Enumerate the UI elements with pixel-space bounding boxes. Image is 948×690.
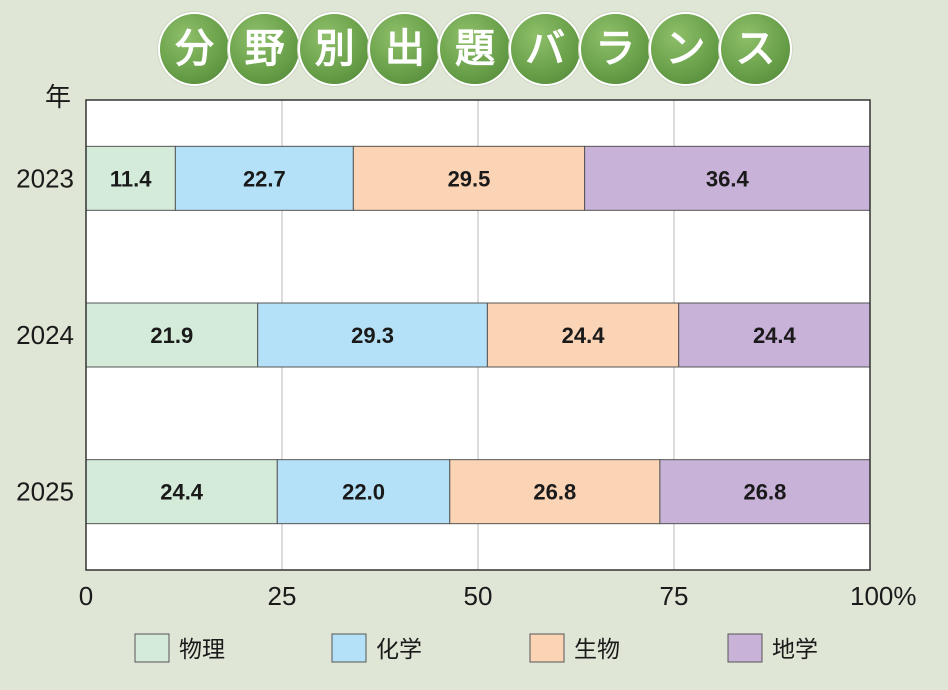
y-tick-label: 2024 <box>16 320 74 350</box>
legend-label: 化学 <box>376 637 422 663</box>
title-char-5: バ <box>510 14 580 84</box>
bar-segment <box>85 145 176 211</box>
legend-label: 生物 <box>574 637 620 663</box>
title-char-4: 題 <box>440 14 510 84</box>
bar-segment <box>276 459 451 525</box>
bar-segment <box>659 459 871 525</box>
bar-segment <box>449 459 661 525</box>
legend-swatch <box>529 633 565 663</box>
data-label: 26.8 <box>533 480 576 505</box>
title-char-7: ン <box>650 14 720 84</box>
chart-title: 分野別出題バランス <box>160 14 790 84</box>
title-char-1: 野 <box>230 14 300 84</box>
plot-border <box>85 99 871 571</box>
x-tick-label: 75 <box>660 581 689 611</box>
title-char-6: ラ <box>580 14 650 84</box>
data-label: 24.4 <box>160 480 204 505</box>
x-tick-label: 0 <box>79 581 93 611</box>
x-tick-label: 25 <box>268 581 297 611</box>
bar-segment <box>584 145 871 211</box>
legend-label: 物理 <box>179 637 225 663</box>
data-label: 29.3 <box>351 323 394 348</box>
title-char-2: 別 <box>300 14 370 84</box>
title-char-3: 出 <box>370 14 440 84</box>
bar-segment <box>486 302 680 368</box>
legend-swatch <box>727 633 763 663</box>
y-tick-label: 2025 <box>16 477 74 507</box>
data-label: 36.4 <box>706 166 750 191</box>
bar-segment <box>85 302 259 368</box>
legend-label: 地学 <box>772 637 818 663</box>
bar-segment <box>85 459 278 525</box>
title-char-8: ス <box>720 14 790 84</box>
data-label: 22.7 <box>243 166 286 191</box>
x-tick-label: 50 <box>464 581 493 611</box>
legend-swatch <box>134 633 170 663</box>
data-label: 26.8 <box>744 480 787 505</box>
bar-segment <box>257 302 488 368</box>
bar-segment <box>678 302 871 368</box>
data-label: 24.4 <box>753 323 797 348</box>
data-label: 24.4 <box>562 323 606 348</box>
title-char-0: 分 <box>160 14 230 84</box>
data-label: 22.0 <box>342 480 385 505</box>
legend-swatch <box>331 633 367 663</box>
data-label: 29.5 <box>448 166 491 191</box>
x-tick-label: 100% <box>850 581 917 611</box>
bar-segment <box>352 145 586 211</box>
y-axis-title: 年 <box>45 82 71 112</box>
data-label: 11.4 <box>110 166 152 191</box>
data-label: 21.9 <box>150 323 193 348</box>
bar-segment <box>174 145 354 211</box>
y-tick-label: 2023 <box>16 163 74 193</box>
